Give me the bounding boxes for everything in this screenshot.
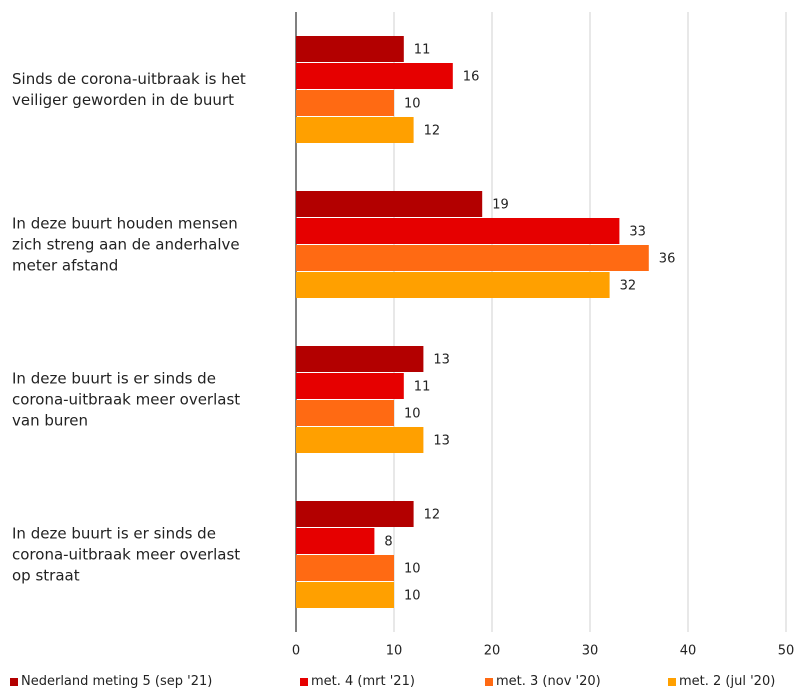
value-label: 13: [433, 353, 450, 368]
legend-item: met. 4 (mrt '21): [300, 674, 415, 689]
bar: [296, 373, 404, 399]
x-tick-label: 10: [386, 644, 403, 659]
x-tick-label: 50: [778, 644, 795, 659]
category-label: In deze buurt houden mensen zich streng …: [12, 214, 240, 274]
bar: [296, 427, 424, 453]
bar: [296, 218, 620, 244]
legend-label: met. 2 (jul '20): [679, 674, 776, 689]
category-label: In deze buurt is er sinds de corona-uitb…: [12, 524, 241, 584]
bar: [296, 400, 394, 426]
bar: [296, 346, 424, 372]
legend-label: met. 3 (nov '20): [496, 674, 601, 689]
bar: [296, 501, 414, 527]
legend-item: met. 3 (nov '20): [485, 674, 601, 689]
legend-item: Nederland meting 5 (sep '21): [10, 674, 212, 689]
bar: [296, 272, 610, 298]
value-label: 11: [414, 43, 431, 58]
legend-swatch: [485, 677, 493, 686]
x-tick-label: 0: [292, 644, 300, 659]
value-label: 8: [384, 535, 392, 550]
legend-label: Nederland meting 5 (sep '21): [21, 674, 213, 689]
value-label: 19: [492, 198, 509, 213]
legend-swatch: [300, 677, 308, 686]
value-label: 12: [424, 124, 441, 139]
bar: [296, 191, 483, 217]
bar: [296, 245, 649, 271]
x-tick-label: 20: [484, 644, 501, 659]
value-label: 33: [629, 225, 646, 240]
legend-swatch: [10, 677, 18, 686]
bar: [296, 528, 375, 554]
x-tick-label: 40: [680, 644, 697, 659]
value-label: 16: [463, 70, 480, 85]
value-label: 10: [404, 97, 421, 112]
bar: [296, 36, 404, 62]
bar: [296, 90, 394, 116]
value-label: 36: [659, 252, 676, 267]
value-label: 10: [404, 562, 421, 577]
value-label: 12: [424, 508, 441, 523]
x-tick-label: 30: [582, 644, 599, 659]
bar: [296, 63, 453, 89]
value-label: 11: [414, 380, 431, 395]
category-label: Sinds de corona-uitbraak is het veiliger…: [12, 69, 246, 109]
legend-label: met. 4 (mrt '21): [311, 674, 415, 689]
bar: [296, 117, 414, 143]
value-label: 10: [404, 589, 421, 604]
value-label: 32: [620, 279, 637, 294]
legend-swatch: [668, 677, 676, 686]
bar: [296, 582, 394, 608]
value-label: 10: [404, 407, 421, 422]
bar: [296, 555, 394, 581]
legend-item: met. 2 (jul '20): [668, 674, 775, 689]
value-label: 13: [433, 434, 450, 449]
category-label: In deze buurt is er sinds de corona-uitb…: [12, 369, 241, 429]
